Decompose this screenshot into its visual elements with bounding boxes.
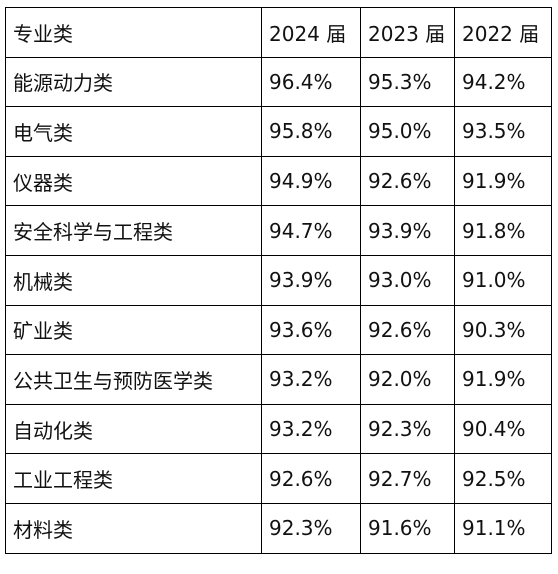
rate-2024-cell: 93.6% xyxy=(261,304,361,356)
table-row: 自动化类 93.2% 92.3% 90.4% xyxy=(5,403,552,455)
rate-2022-cell: 91.1% xyxy=(454,502,552,554)
table-row: 公共卫生与预防医学类 93.2% 92.0% 91.9% xyxy=(5,354,552,405)
rate-2022-cell: 91.8% xyxy=(454,205,552,256)
rate-2024-cell: 95.8% xyxy=(261,106,361,157)
rate-2024-cell: 93.2% xyxy=(261,354,361,405)
table-row: 仪器类 94.9% 92.6% 91.9% xyxy=(5,155,552,207)
rate-2024-cell: 96.4% xyxy=(261,56,361,108)
rate-2022-cell: 90.3% xyxy=(454,304,552,356)
rate-2024-cell: 93.2% xyxy=(261,403,361,455)
major-name-cell: 机械类 xyxy=(5,254,262,306)
rate-2022-cell: 90.4% xyxy=(454,403,552,455)
table-row: 机械类 93.9% 93.0% 91.0% xyxy=(5,254,552,306)
rate-2023-cell: 92.6% xyxy=(360,155,455,207)
rate-2023-cell: 93.0% xyxy=(360,254,455,306)
header-2022: 2022 届 xyxy=(454,7,552,58)
rate-2022-cell: 94.2% xyxy=(454,56,552,108)
header-major-category: 专业类 xyxy=(5,7,262,58)
major-name-cell: 电气类 xyxy=(5,106,262,157)
header-2023: 2023 届 xyxy=(360,7,455,58)
rate-2024-cell: 94.7% xyxy=(261,205,361,256)
table-row: 矿业类 93.6% 92.6% 90.3% xyxy=(5,304,552,356)
table-row: 工业工程类 92.6% 92.7% 92.5% xyxy=(5,453,552,504)
rate-2024-cell: 94.9% xyxy=(261,155,361,207)
major-name-cell: 公共卫生与预防医学类 xyxy=(5,354,262,405)
major-name-cell: 仪器类 xyxy=(5,155,262,207)
rate-2022-cell: 93.5% xyxy=(454,106,552,157)
rate-2024-cell: 92.3% xyxy=(261,502,361,554)
table-row: 电气类 95.8% 95.0% 93.5% xyxy=(5,106,552,157)
major-name-cell: 工业工程类 xyxy=(5,453,262,504)
major-name-cell: 能源动力类 xyxy=(5,56,262,108)
rate-2022-cell: 91.9% xyxy=(454,155,552,207)
major-name-cell: 自动化类 xyxy=(5,403,262,455)
table-row: 能源动力类 96.4% 95.3% 94.2% xyxy=(5,56,552,108)
header-row: 专业类 2024 届 2023 届 2022 届 xyxy=(5,7,552,58)
rate-2023-cell: 95.3% xyxy=(360,56,455,108)
data-table: 专业类 2024 届 2023 届 2022 届 能源动力类 96.4% 95.… xyxy=(5,7,552,554)
table-row: 安全科学与工程类 94.7% 93.9% 91.8% xyxy=(5,205,552,256)
rate-2023-cell: 92.7% xyxy=(360,453,455,504)
major-name-cell: 材料类 xyxy=(5,502,262,554)
rate-2023-cell: 93.9% xyxy=(360,205,455,256)
rate-2024-cell: 93.9% xyxy=(261,254,361,306)
rate-2023-cell: 95.0% xyxy=(360,106,455,157)
rate-2023-cell: 92.0% xyxy=(360,354,455,405)
rate-2022-cell: 92.5% xyxy=(454,453,552,504)
header-2024: 2024 届 xyxy=(261,7,361,58)
rate-2024-cell: 92.6% xyxy=(261,453,361,504)
rate-2023-cell: 91.6% xyxy=(360,502,455,554)
major-name-cell: 矿业类 xyxy=(5,304,262,356)
major-name-cell: 安全科学与工程类 xyxy=(5,205,262,256)
rate-2022-cell: 91.9% xyxy=(454,354,552,405)
rate-2022-cell: 91.0% xyxy=(454,254,552,306)
table-row: 材料类 92.3% 91.6% 91.1% xyxy=(5,502,552,554)
rate-2023-cell: 92.3% xyxy=(360,403,455,455)
rate-2023-cell: 92.6% xyxy=(360,304,455,356)
